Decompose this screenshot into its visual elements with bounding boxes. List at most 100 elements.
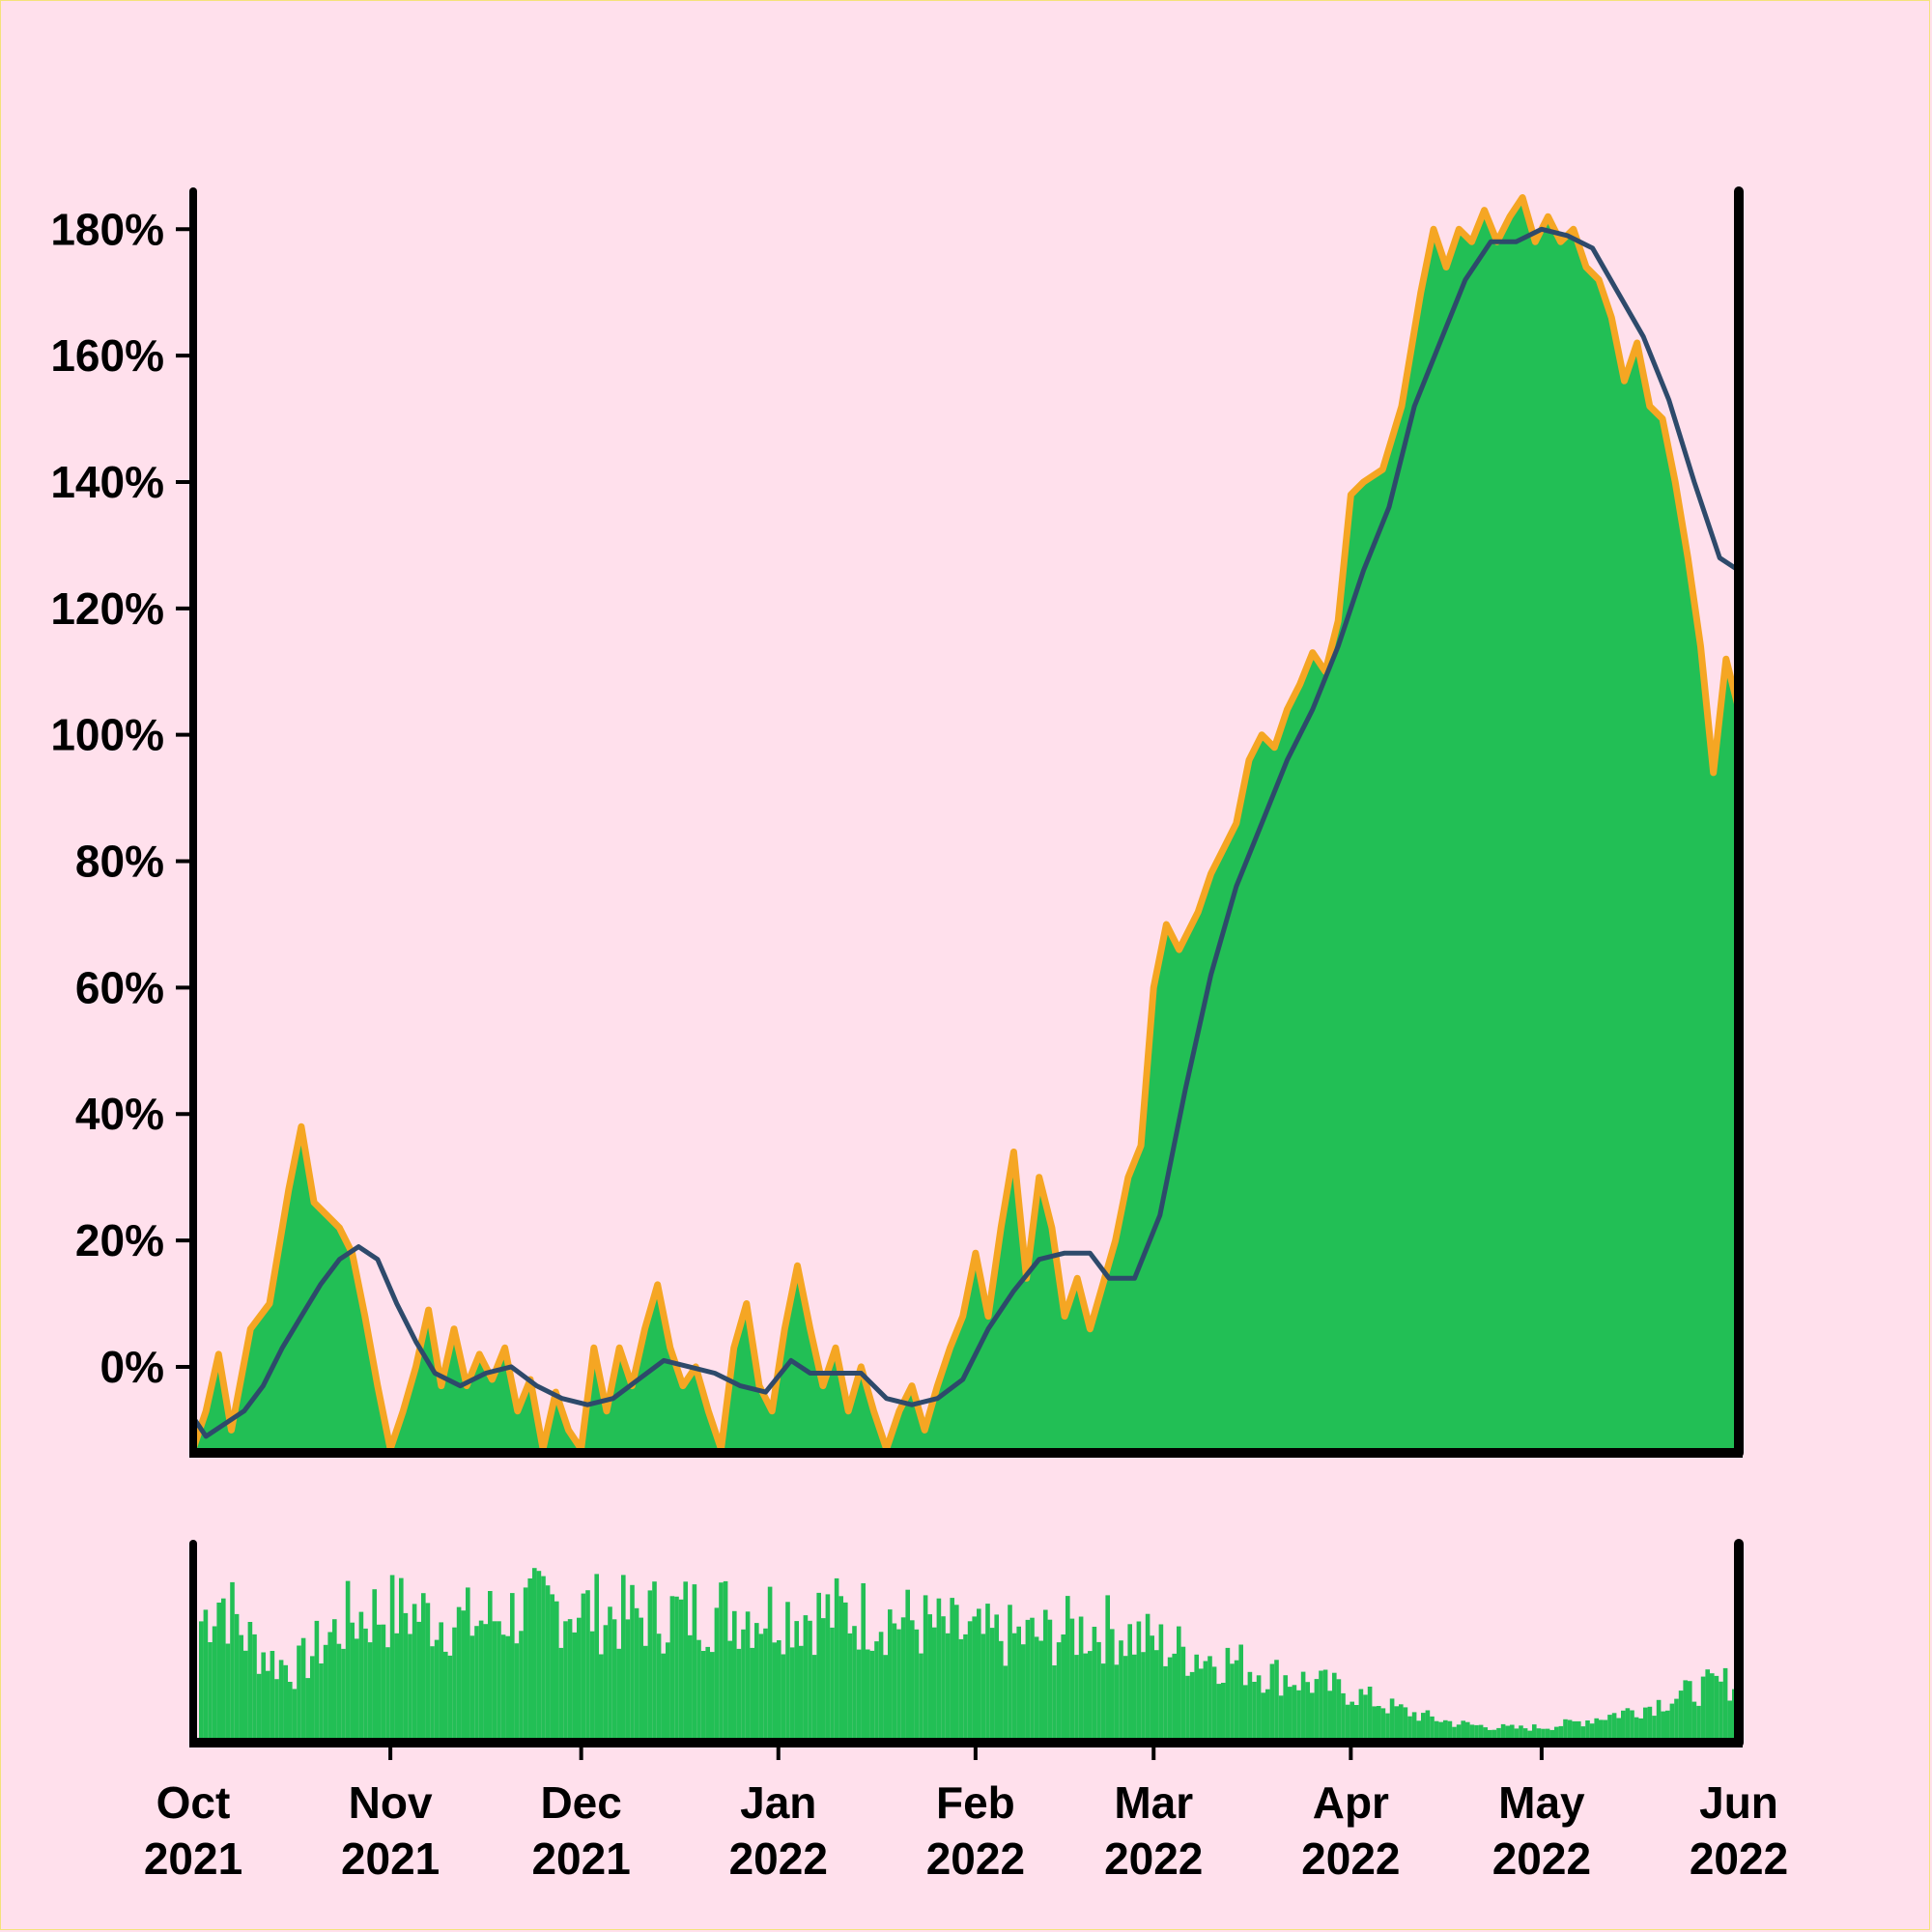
volume-bar	[1594, 1718, 1599, 1739]
volume-bar	[1634, 1717, 1639, 1739]
x-tick-label-month: Oct	[156, 1777, 231, 1828]
volume-bar	[1074, 1655, 1079, 1739]
volume-bar	[274, 1679, 279, 1739]
volume-bar	[692, 1584, 697, 1739]
volume-bar	[1043, 1609, 1048, 1739]
volume-bar	[1256, 1675, 1262, 1739]
volume-bar	[581, 1593, 586, 1739]
x-tick-label-year: 2022	[1104, 1833, 1203, 1884]
volume-bar	[1127, 1624, 1132, 1739]
volume-bar	[1314, 1679, 1320, 1739]
volume-bar	[1669, 1703, 1675, 1739]
volume-bar	[1069, 1618, 1075, 1739]
volume-bar	[869, 1650, 875, 1739]
volume-bar	[1621, 1710, 1626, 1739]
volume-bar	[1665, 1710, 1670, 1739]
volume-bar	[434, 1639, 440, 1739]
volume-bar	[1683, 1680, 1688, 1739]
volume-bar	[1696, 1705, 1701, 1739]
volume-bar	[1519, 1725, 1523, 1739]
volume-bar	[861, 1583, 866, 1739]
volume-bar	[1016, 1626, 1021, 1739]
volume-bar	[1385, 1713, 1390, 1739]
y-tick-label: 180%	[50, 204, 164, 254]
volume-bar	[1154, 1650, 1159, 1739]
volume-bar	[838, 1596, 843, 1739]
volume-bar	[639, 1617, 643, 1739]
volume-bar	[905, 1589, 910, 1739]
volume-bar	[1625, 1708, 1631, 1739]
volume-bar	[754, 1623, 759, 1739]
volume-bar	[719, 1582, 724, 1739]
volume-bar	[727, 1640, 732, 1739]
volume-bar	[412, 1604, 417, 1739]
volume-bar	[478, 1620, 484, 1739]
volume-bar	[763, 1628, 768, 1739]
volume-bar	[558, 1647, 564, 1739]
volume-bar	[216, 1603, 221, 1739]
volume-bar	[723, 1580, 728, 1739]
volume-bar	[300, 1637, 306, 1739]
volume-bar	[1452, 1726, 1457, 1739]
volume-bar	[1456, 1724, 1462, 1739]
volume-bar	[1541, 1728, 1546, 1739]
volume-bar	[781, 1654, 786, 1739]
volume-bar	[994, 1614, 999, 1739]
volume-bar	[345, 1580, 351, 1739]
volume-bar	[669, 1596, 675, 1739]
volume-bar	[394, 1633, 399, 1739]
volume-bar	[811, 1655, 817, 1739]
volume-bar	[1630, 1710, 1634, 1739]
volume-bar	[1714, 1675, 1719, 1739]
volume-bar	[1705, 1669, 1710, 1739]
volume-bar	[323, 1644, 328, 1739]
volume-bar	[1411, 1712, 1417, 1739]
volume-bar	[1310, 1692, 1315, 1739]
volume-bar	[1078, 1616, 1084, 1739]
x-tick-label-month: Dec	[540, 1777, 621, 1828]
volume-bar	[683, 1581, 688, 1739]
volume-bar	[1341, 1692, 1346, 1739]
volume-bar	[1203, 1661, 1208, 1739]
volume-bar	[336, 1643, 342, 1739]
volume-bar	[1189, 1671, 1195, 1739]
volume-bar	[616, 1648, 621, 1739]
volume-bar	[1580, 1726, 1586, 1739]
daily-line	[189, 194, 1743, 1453]
volume-bar	[1478, 1724, 1484, 1739]
volume-bar	[1319, 1670, 1323, 1739]
volume-bar	[847, 1633, 853, 1739]
volume-bar	[1674, 1698, 1679, 1739]
volume-bar	[1056, 1642, 1062, 1739]
volume-bar	[1141, 1652, 1146, 1739]
volume-bar	[745, 1611, 751, 1739]
volume-bar	[958, 1638, 964, 1739]
volume-bar	[270, 1651, 275, 1739]
volume-bar	[852, 1626, 857, 1739]
volume-bar	[621, 1575, 626, 1739]
volume-bar	[1327, 1690, 1332, 1739]
volume-bar	[314, 1620, 320, 1739]
volume-bar	[1652, 1716, 1657, 1739]
y-tick-label: 80%	[75, 837, 164, 887]
x-tick-label-year: 2022	[926, 1833, 1025, 1884]
volume-bar	[1572, 1720, 1577, 1739]
volume-bar	[266, 1670, 270, 1739]
volume-bar	[297, 1645, 301, 1739]
volume-bar	[1185, 1675, 1190, 1739]
volume-bar	[1589, 1723, 1595, 1739]
volume-bar	[1158, 1624, 1164, 1739]
volume-bar	[1496, 1727, 1501, 1739]
volume-bar	[1096, 1641, 1101, 1739]
volume-bar	[789, 1647, 795, 1739]
volume-bar	[700, 1651, 706, 1739]
volume-bar	[563, 1621, 568, 1739]
volume-bar	[630, 1584, 635, 1739]
volume-bar	[447, 1655, 453, 1739]
volume-bar	[1719, 1681, 1723, 1739]
volume-bar	[732, 1610, 737, 1739]
volume-bar	[972, 1616, 977, 1739]
volume-bar	[1119, 1640, 1123, 1739]
volume-bar	[239, 1634, 243, 1739]
